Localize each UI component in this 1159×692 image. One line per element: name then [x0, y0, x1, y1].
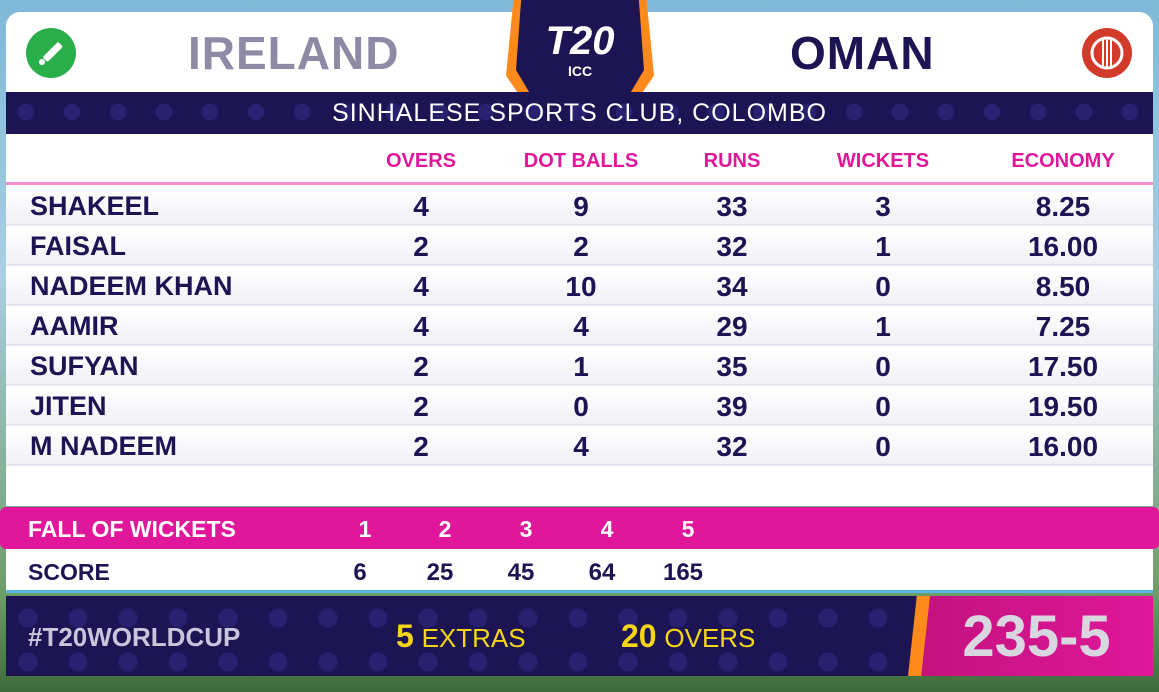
bowler-name: SHAKEEL: [30, 191, 160, 221]
extras-label: EXTRAS: [421, 623, 526, 653]
score-label: SCORE: [28, 559, 110, 585]
dot-balls-value: 9: [573, 191, 589, 222]
extras-value: 5: [396, 618, 414, 654]
runs-value: 29: [716, 311, 748, 342]
economy-value: 17.50: [1027, 351, 1099, 382]
economy-value: 8.25: [1035, 191, 1091, 222]
bowler-name: FAISAL: [30, 231, 127, 261]
fall-of-wickets-scores: SCORE 6 25 45 64 165: [6, 549, 1153, 593]
bowler-name: JITEN: [30, 391, 107, 421]
runs-value: 39: [716, 391, 748, 422]
extras-summary: 5 EXTRAS: [396, 618, 526, 655]
table-row: AAMIR 4 4 29 1 7.25: [6, 308, 1153, 346]
overs-total-value: 20: [621, 618, 657, 654]
bowler-name: AAMIR: [30, 311, 119, 341]
column-header-runs: RUNS: [703, 150, 761, 172]
column-header-dot-balls: DOT BALLS: [523, 150, 639, 172]
table-row: NADEEM KHAN 4 10 34 0 8.50: [6, 268, 1153, 306]
scorecard-header: IRELAND T20 ICC OMAN: [6, 0, 1153, 108]
dot-balls-value: 4: [573, 431, 589, 462]
team-name-ireland: IRELAND: [188, 27, 400, 79]
fall-of-wickets-label: FALL OF WICKETS: [28, 516, 236, 542]
economy-value: 16.00: [1027, 431, 1099, 462]
overs-value: 2: [413, 231, 429, 262]
bowling-table: OVERS DOT BALLS RUNS WICKETS ECONOMY SHA…: [6, 134, 1153, 506]
table-row: SUFYAN 2 1 35 0 17.50: [6, 348, 1153, 386]
economy-value: 8.50: [1035, 271, 1091, 302]
wicket-score: 45: [507, 559, 535, 586]
header-divider: [6, 182, 1153, 185]
bowler-name: NADEEM KHAN: [30, 271, 233, 301]
dot-balls-value: 0: [573, 391, 589, 422]
overs-value: 2: [413, 391, 429, 422]
venue-bar: SINHALESE SPORTS CLUB, COLOMBO: [6, 92, 1153, 134]
logo-icc-text: ICC: [567, 63, 593, 79]
wicket-score: 165: [662, 559, 704, 586]
venue-name: SINHALESE SPORTS CLUB, COLOMBO: [332, 98, 827, 127]
dot-balls-value: 4: [573, 311, 589, 342]
wicket-score: 64: [588, 559, 616, 586]
t20-world-cup-logo: T20 ICC: [506, 0, 654, 108]
overs-value: 4: [413, 191, 429, 222]
table-row: FAISAL 2 2 32 1 16.00: [6, 228, 1153, 266]
wickets-value: 0: [875, 351, 891, 382]
overs-value: 4: [413, 271, 429, 302]
dot-balls-value: 10: [565, 271, 597, 302]
column-header-overs: OVERS: [385, 150, 457, 172]
wicket-score: 25: [426, 559, 454, 586]
hashtag: #T20WORLDCUP: [28, 622, 241, 652]
scorecard-board: IRELAND T20 ICC OMAN SINHALESE SPORTS CL…: [0, 0, 1159, 677]
cricket-bat-icon: [26, 28, 76, 78]
wickets-value: 0: [875, 431, 891, 462]
table-row: M NADEEM 2 4 32 0 16.00: [6, 428, 1153, 466]
total-score: 235-5: [962, 603, 1111, 669]
wickets-value: 0: [875, 391, 891, 422]
total-score-box: 235-5: [920, 596, 1153, 676]
wicket-number: 3: [519, 516, 533, 542]
runs-value: 33: [716, 191, 748, 222]
wicket-number: 5: [681, 516, 695, 542]
scorecard-footer: #T20WORLDCUP 5 EXTRAS 20 OVERS 235-5: [6, 596, 1153, 676]
runs-value: 35: [716, 351, 748, 382]
column-header-wickets: WICKETS: [836, 150, 930, 172]
wickets-value: 1: [875, 231, 891, 262]
cricket-ball-icon: [1082, 28, 1132, 78]
wicket-number: 2: [438, 516, 452, 542]
fall-of-wickets-bar: FALL OF WICKETS 1 2 3 4 5: [0, 507, 1159, 549]
wicket-number: 1: [358, 516, 372, 542]
wicket-number: 4: [600, 516, 614, 542]
wicket-score: 6: [353, 559, 367, 586]
runs-value: 32: [716, 231, 748, 262]
overs-value: 2: [413, 351, 429, 382]
column-header-economy: ECONOMY: [1011, 150, 1115, 172]
economy-value: 7.25: [1035, 311, 1091, 342]
economy-value: 19.50: [1027, 391, 1099, 422]
overs-value: 4: [413, 311, 429, 342]
overs-total-label: OVERS: [664, 623, 756, 653]
bowler-name: M NADEEM: [30, 431, 177, 461]
table-row: SHAKEEL 4 9 33 3 8.25: [6, 188, 1153, 226]
bowler-name: SUFYAN: [30, 351, 139, 381]
wickets-value: 0: [875, 271, 891, 302]
runs-value: 32: [716, 431, 748, 462]
team-name-oman: OMAN: [790, 27, 935, 79]
wickets-value: 3: [875, 191, 891, 222]
dot-balls-value: 1: [573, 351, 589, 382]
wickets-value: 1: [875, 311, 891, 342]
economy-value: 16.00: [1027, 231, 1099, 262]
overs-value: 2: [413, 431, 429, 462]
overs-summary: 20 OVERS: [621, 618, 755, 655]
logo-t20-text: T20: [545, 19, 615, 63]
table-row: JITEN 2 0 39 0 19.50: [6, 388, 1153, 426]
runs-value: 34: [716, 271, 748, 302]
dot-balls-value: 2: [573, 231, 589, 262]
